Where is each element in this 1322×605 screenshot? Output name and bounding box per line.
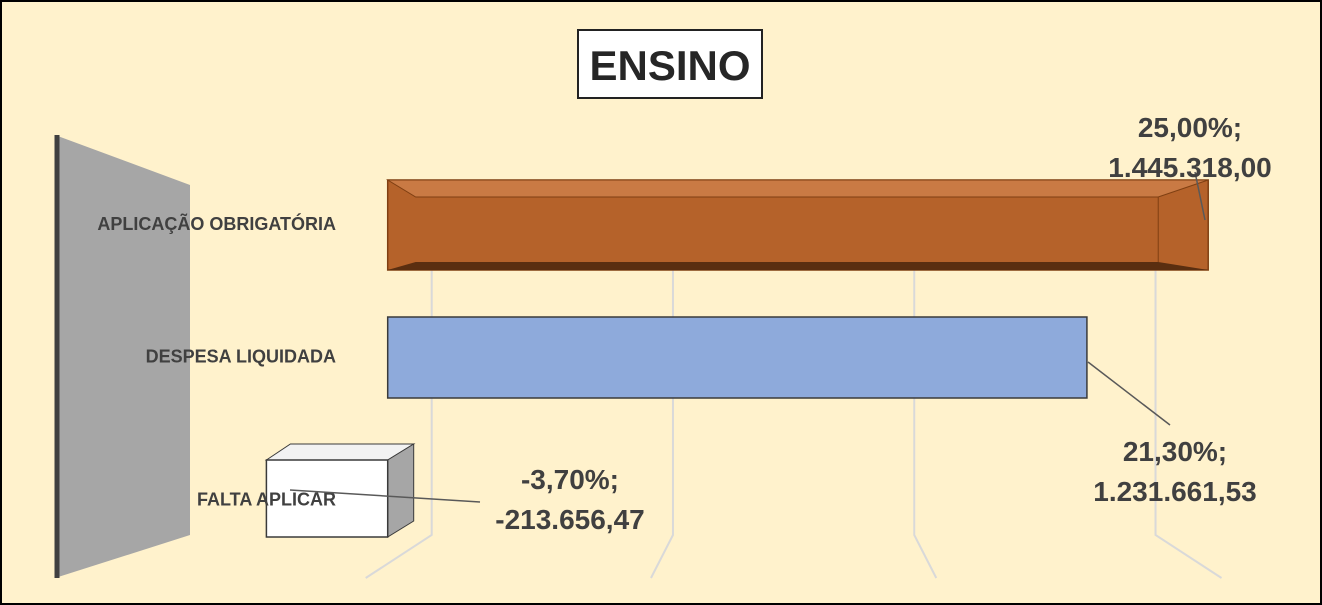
- leader-line: [289, 489, 481, 503]
- data-label: -3,70%; -213.656,47: [495, 464, 645, 535]
- y-tick-label: DESPESA LIQUIDADA: [146, 346, 336, 366]
- bar-face: [387, 262, 1209, 270]
- chart-title: ENSINO: [577, 29, 763, 99]
- leader-line: [1194, 171, 1206, 221]
- data-label: 25,00%; 1.445.318,00: [1108, 112, 1272, 183]
- leader-line: [1087, 361, 1171, 426]
- bar: [264, 443, 416, 538]
- bar-face: [265, 459, 389, 538]
- grid-line: [1154, 270, 1223, 579]
- bar: [386, 316, 1088, 399]
- data-label: 21,30%; 1.231.661,53: [1093, 436, 1257, 507]
- bar-face: [386, 316, 1088, 399]
- bar-face: [387, 443, 415, 538]
- bar: [385, 179, 1209, 271]
- y-tick-label: FALTA APLICAR: [197, 489, 336, 509]
- axis-wall: [55, 135, 190, 578]
- y-tick-label: APLICAÇÃO OBRIGATÓRIA: [97, 213, 336, 234]
